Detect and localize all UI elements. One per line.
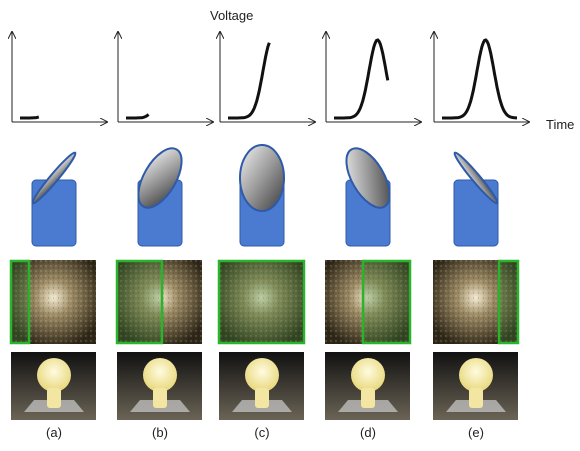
detector-window (11, 261, 29, 343)
voltage-curve (126, 114, 149, 118)
voltage-curve (20, 117, 39, 118)
voltage-curve (442, 40, 517, 118)
voltage-curve (334, 40, 388, 118)
bulb (143, 358, 177, 392)
panel-label: (b) (152, 425, 168, 440)
bulb (37, 358, 71, 392)
panel-label: (d) (360, 425, 376, 440)
x-axis-label: Time (546, 117, 574, 132)
y-axis-label: Voltage (210, 8, 253, 23)
panel-label: (c) (254, 425, 269, 440)
voltage-curve (228, 43, 269, 118)
bulb (351, 358, 385, 392)
bulb-neck (153, 388, 167, 408)
detector-window (499, 261, 518, 343)
panel-label: (a) (46, 425, 62, 440)
detector-window (363, 261, 410, 343)
bulb-neck (255, 388, 269, 408)
bulb-neck (469, 388, 483, 408)
mirror (240, 145, 284, 211)
detector-window (219, 261, 304, 343)
panel-label: (e) (468, 425, 484, 440)
bulb (245, 358, 279, 392)
bulb-neck (361, 388, 375, 408)
bulb (459, 358, 493, 392)
bulb-neck (47, 388, 61, 408)
detector-window (117, 261, 162, 343)
figure: Voltage Time (a) (b) (c) (d) (e) (0, 0, 580, 446)
